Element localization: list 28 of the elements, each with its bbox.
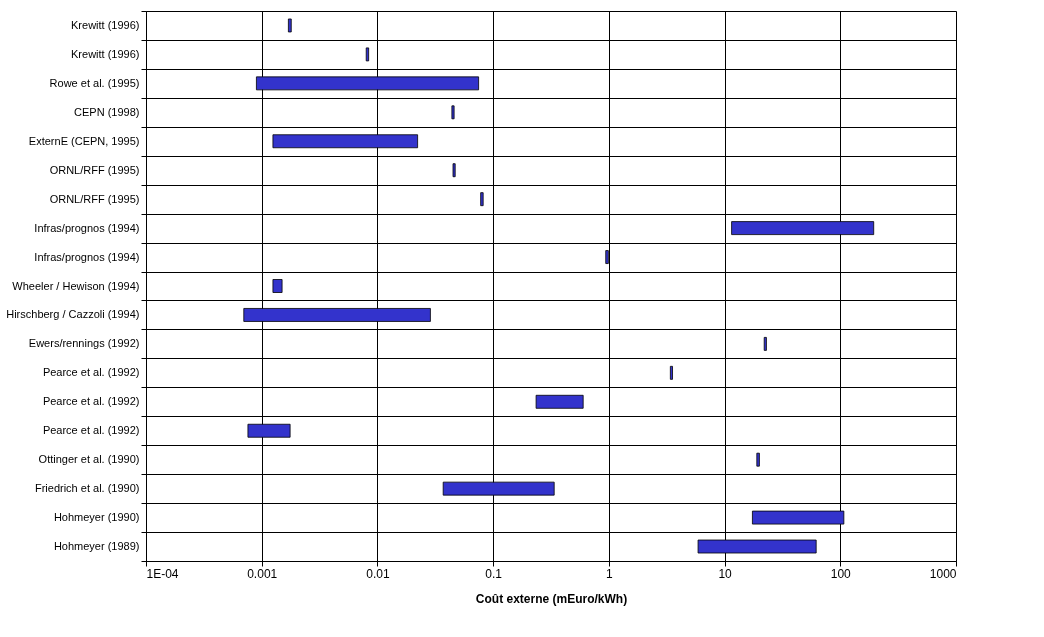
y-tick-label: Rowe et al. (1995) bbox=[49, 76, 140, 89]
y-tick-label: Wheeler / Hewison (1994) bbox=[12, 279, 140, 292]
x-tick-label: 1000 bbox=[929, 566, 957, 581]
y-tick-label: CEPN (1998) bbox=[74, 105, 140, 118]
y-tick-label: Ottinger et al. (1990) bbox=[38, 453, 140, 466]
y-tick-label: ORNL/RFF (1995) bbox=[49, 163, 140, 176]
y-tick-label: Pearce et al. (1992) bbox=[42, 395, 140, 408]
y-tick-label: ExternE (CEPN, 1995) bbox=[28, 134, 140, 147]
y-tick-label: Hohmeyer (1990) bbox=[53, 511, 140, 524]
y-tick-label: Infras/prognos (1994) bbox=[34, 250, 140, 263]
x-tick-label: 100 bbox=[830, 566, 852, 581]
y-tick-label: Pearce et al. (1992) bbox=[42, 424, 140, 437]
x-tick-label: 0.01 bbox=[366, 566, 390, 581]
x-tick-label: 0.001 bbox=[247, 566, 278, 581]
y-tick-label: Hirschberg / Cazzoli (1994) bbox=[6, 308, 140, 321]
x-tick-label: 0.1 bbox=[485, 566, 503, 581]
y-tick-label: Ewers/rennings (1992) bbox=[28, 337, 140, 350]
x-axis-title: Coût externe (mEuro/kWh) bbox=[475, 591, 628, 606]
y-tick-label: Krewitt (1996) bbox=[71, 47, 140, 60]
x-tick-label: 10 bbox=[718, 566, 733, 581]
y-tick-label: Pearce et al. (1992) bbox=[42, 366, 140, 379]
y-tick-label: Hohmeyer (1989) bbox=[53, 540, 140, 553]
x-tick-label: 1 bbox=[606, 566, 614, 581]
y-tick-label: Krewitt (1996) bbox=[71, 18, 140, 31]
y-tick-label: Friedrich et al. (1990) bbox=[34, 482, 140, 495]
x-tick-label: 1E-04 bbox=[146, 566, 179, 581]
y-tick-label: Infras/prognos (1994) bbox=[34, 221, 140, 234]
y-tick-label: ORNL/RFF (1995) bbox=[49, 192, 140, 205]
